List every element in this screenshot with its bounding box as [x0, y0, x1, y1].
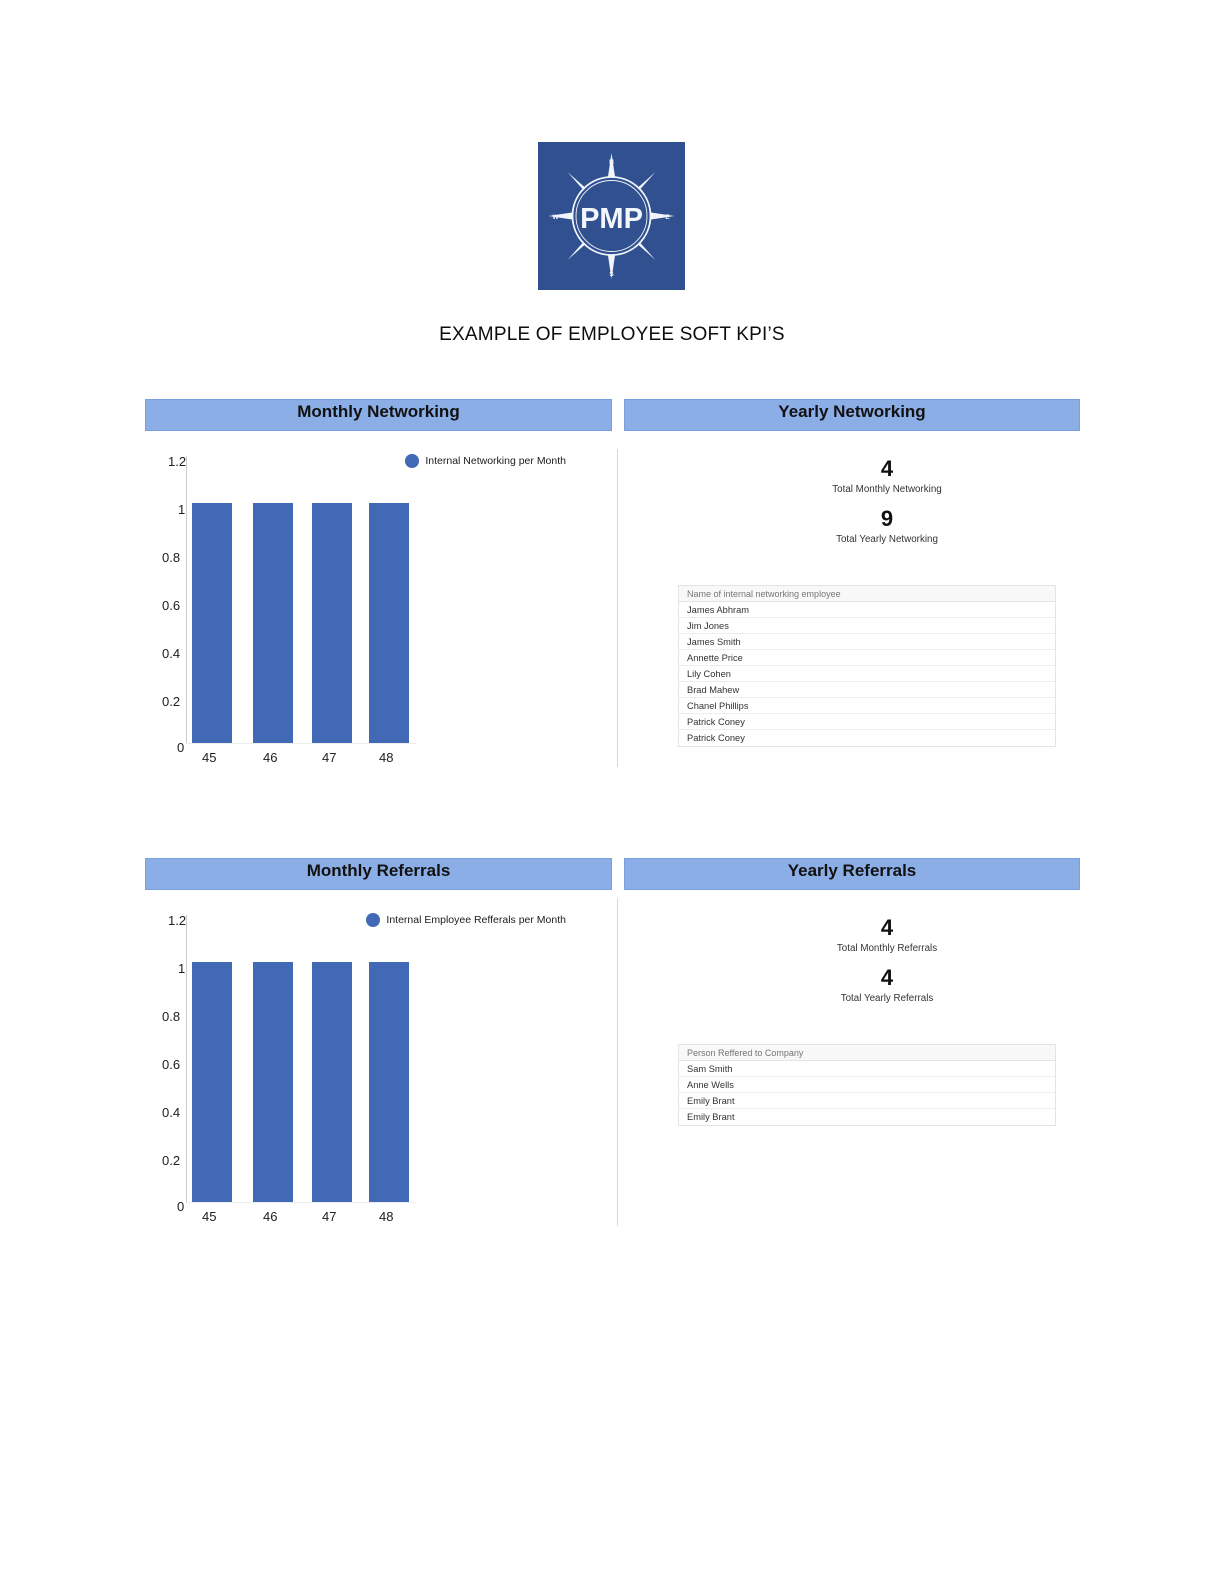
- svg-text:E: E: [665, 214, 670, 221]
- svg-text:PMP: PMP: [580, 203, 643, 235]
- svg-text:N: N: [609, 159, 614, 166]
- svg-text:W: W: [552, 214, 559, 221]
- svg-text:S: S: [609, 271, 614, 278]
